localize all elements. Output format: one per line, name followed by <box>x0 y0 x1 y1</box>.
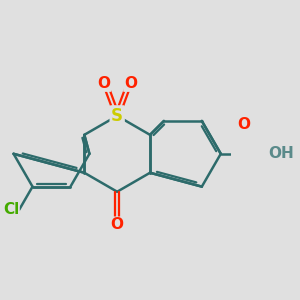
Text: OH: OH <box>268 146 294 161</box>
Text: O: O <box>124 76 137 91</box>
Text: Cl: Cl <box>3 202 19 217</box>
Text: O: O <box>237 117 250 132</box>
Text: O: O <box>98 76 110 91</box>
Text: O: O <box>111 217 124 232</box>
Text: S: S <box>111 107 123 125</box>
